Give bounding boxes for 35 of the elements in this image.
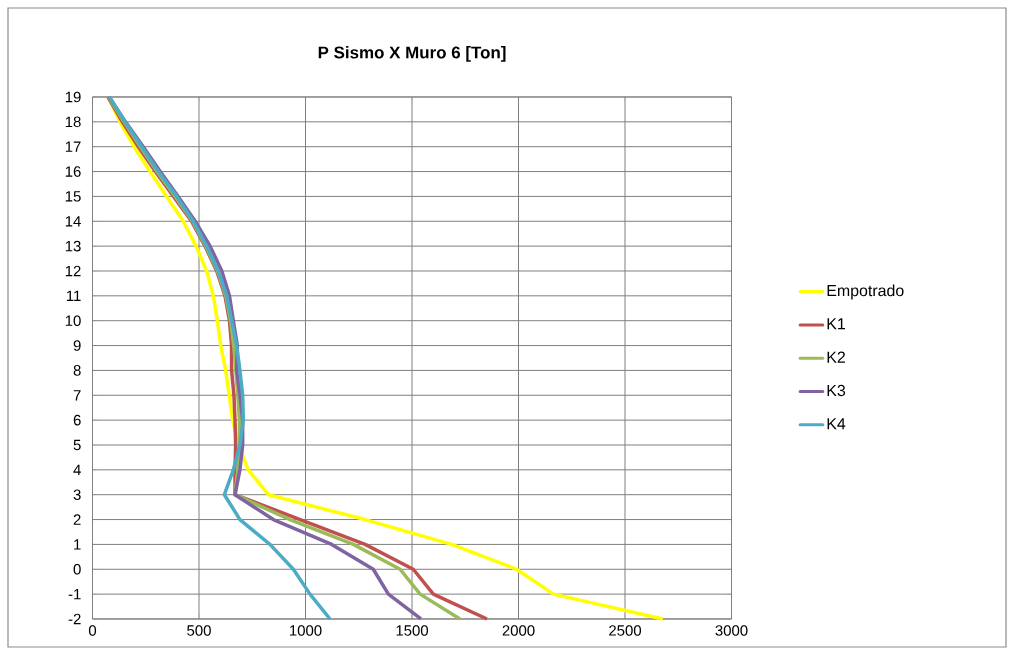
chart-title: P Sismo X Muro 6 [Ton] [318,46,506,62]
y-tick-label: 12 [65,265,81,277]
y-tick-label: 7 [73,390,81,401]
legend-label: K1 [827,318,845,330]
x-tick-label: 3000 [715,625,748,636]
legend-label: K3 [827,384,846,397]
legend-label: K2 [827,351,845,363]
y-tick-label: 19 [65,91,81,103]
y-tick-label: 9 [73,340,81,351]
y-tick-label: 15 [65,191,81,202]
y-tick-label: 17 [65,141,81,152]
y-tick-label: -1 [68,588,81,600]
x-tick-label: 2500 [609,625,642,636]
legend-label: Empotrado [827,284,904,300]
y-tick-label: 11 [66,290,81,301]
y-tick-label: 16 [65,166,81,177]
y-tick-label: 10 [65,315,81,326]
y-tick-label: 5 [73,439,81,451]
y-tick-label: 2 [73,514,81,525]
y-tick-label: 4 [73,464,81,475]
y-tick-label: 6 [73,414,81,426]
x-tick-label: 2000 [502,625,535,636]
x-tick-label: 0 [88,625,97,636]
x-tick-label: 1000 [290,625,322,636]
y-tick-label: 13 [65,240,81,252]
y-tick-label: 0 [73,563,81,575]
x-tick-label: 1500 [396,625,429,636]
y-tick-label: 3 [73,489,81,500]
legend-label: K4 [827,418,846,430]
y-tick-label: -2 [68,613,81,625]
y-tick-label: 18 [65,116,81,128]
y-tick-label: 14 [65,216,81,227]
x-tick-label: 500 [187,625,211,636]
y-tick-label: 8 [73,365,81,376]
y-tick-label: 1 [74,539,81,550]
